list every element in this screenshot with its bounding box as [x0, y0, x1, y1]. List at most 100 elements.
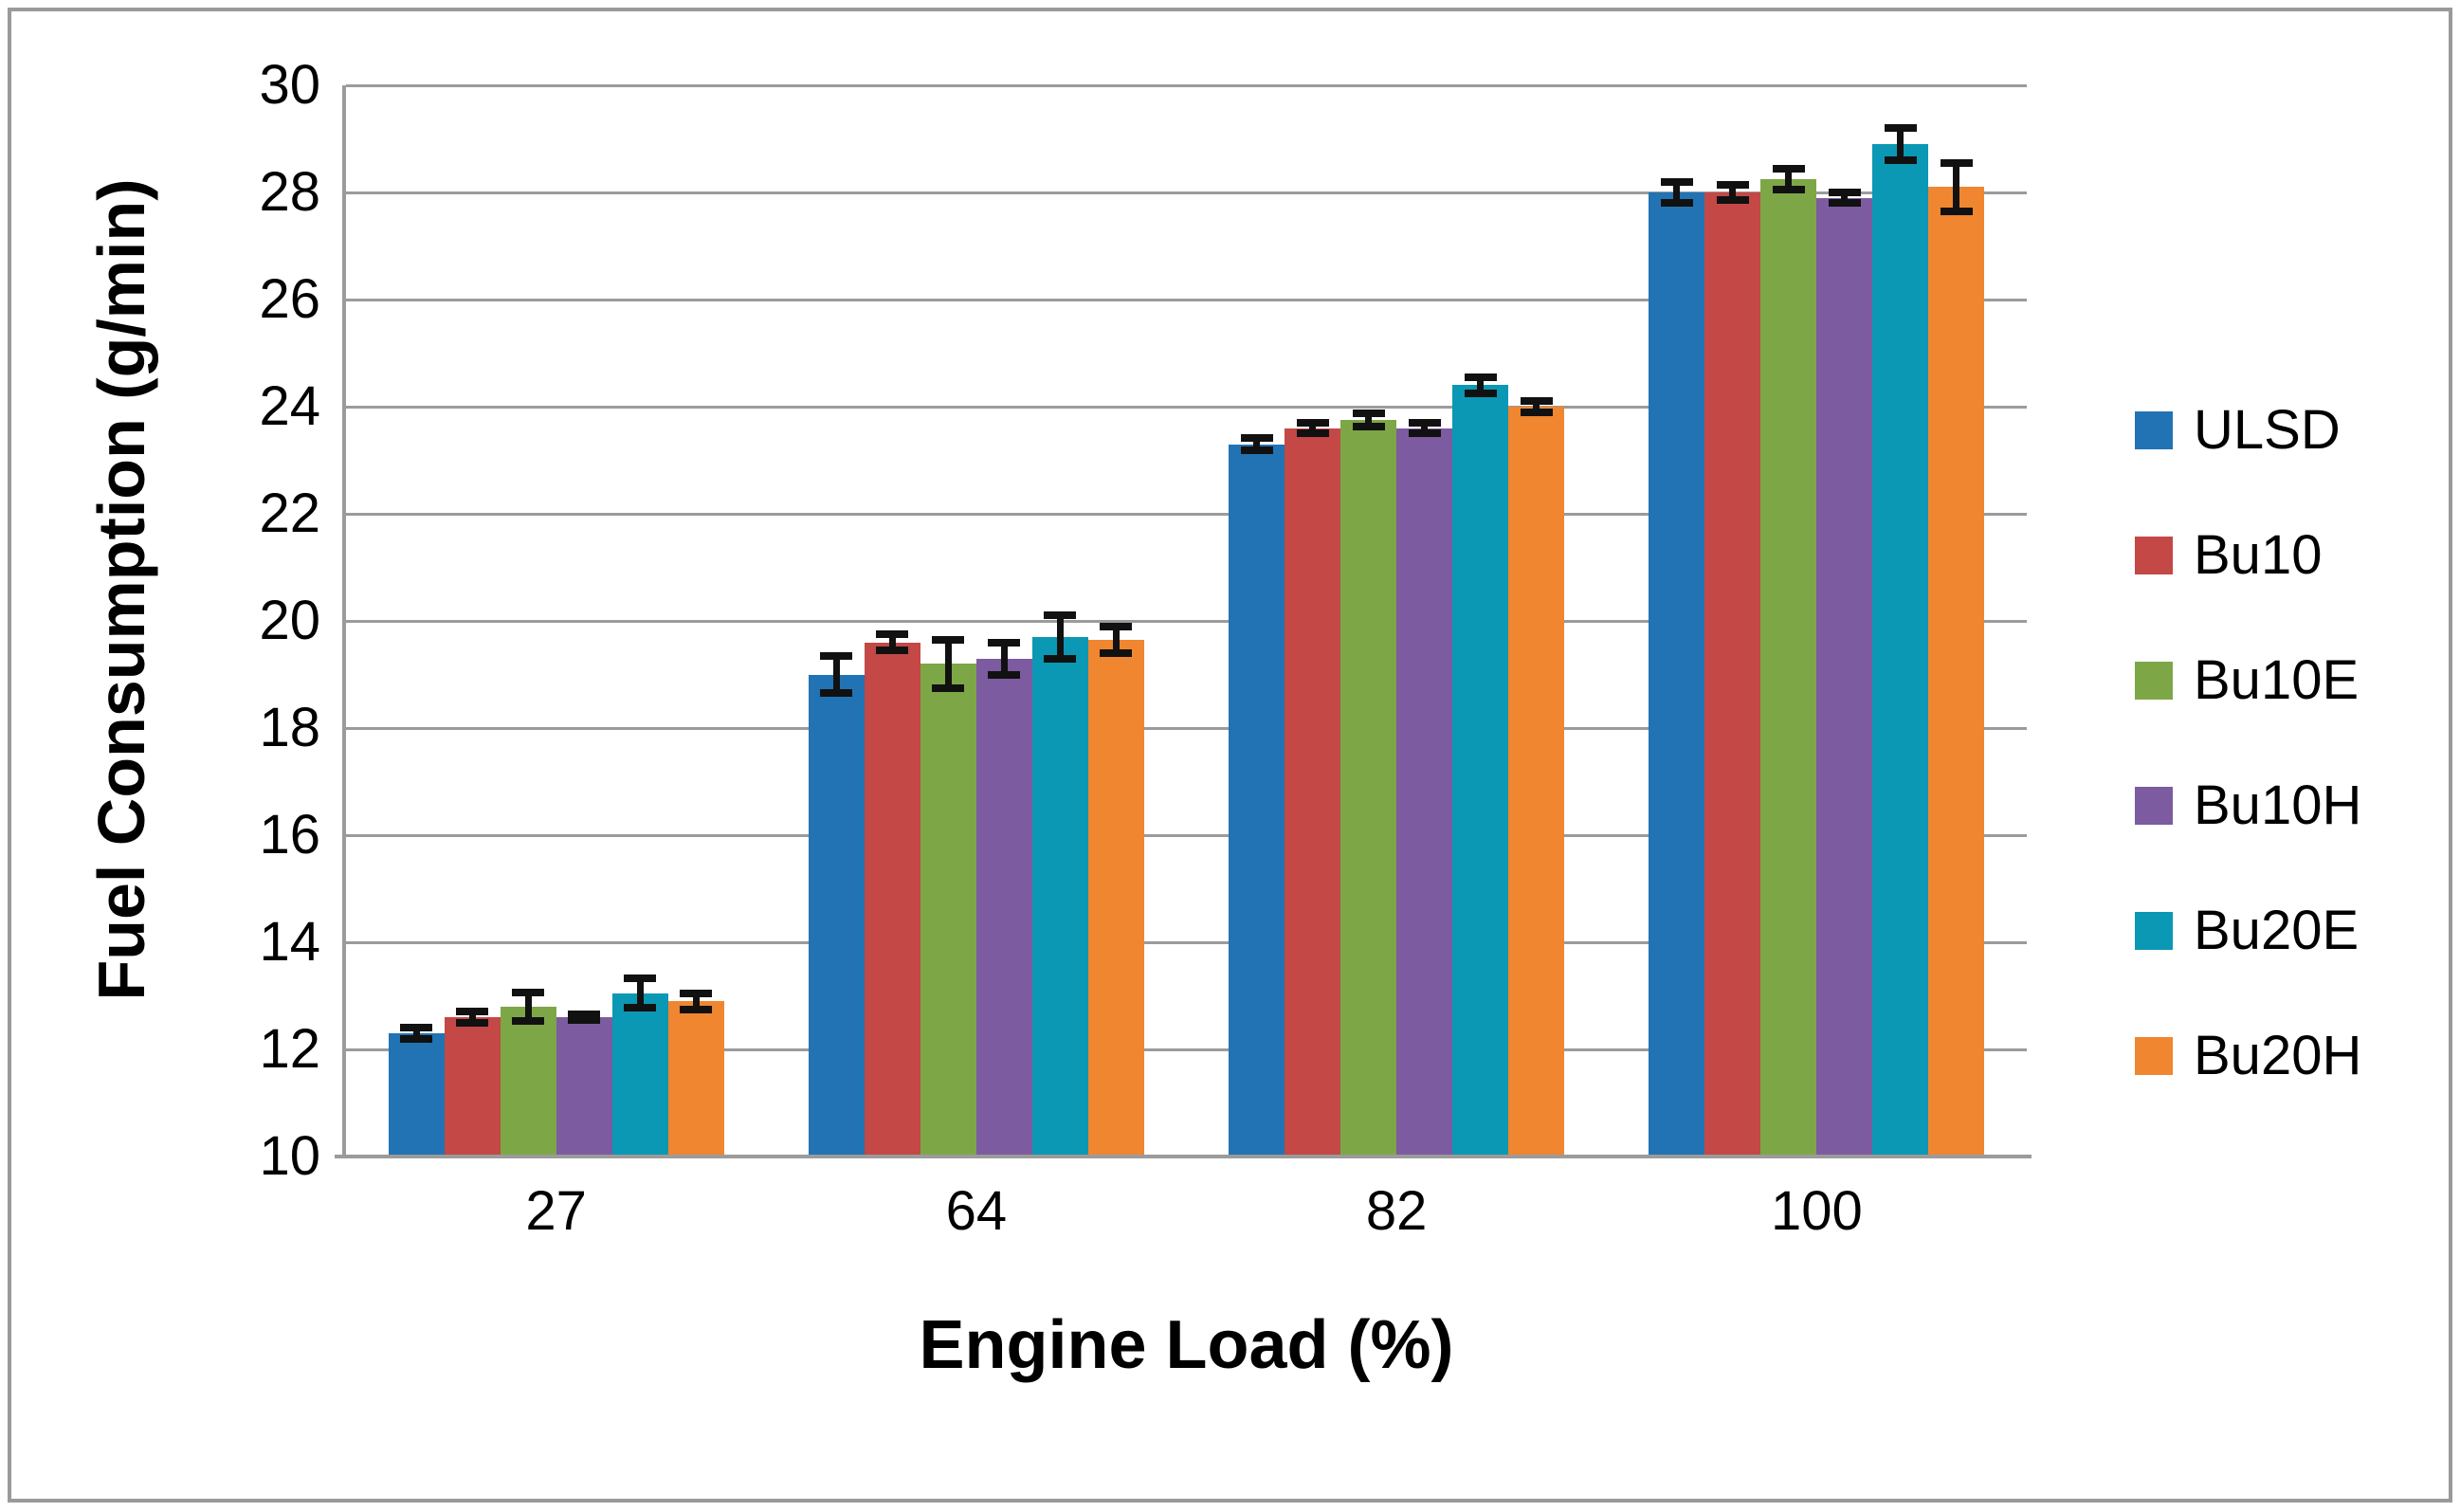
bar-Bu20E-27 — [611, 993, 668, 1157]
y-tick-label: 16 — [259, 804, 320, 865]
bar-Bu10H-64 — [975, 658, 1032, 1157]
error-bar-cap — [1772, 164, 1805, 173]
legend: ULSD Bu10 Bu10E Bu10H Bu20E Bu20H — [2135, 402, 2361, 1084]
legend-swatch — [2135, 1037, 2173, 1075]
bar-Bu20H-82 — [1508, 407, 1565, 1157]
error-bar — [1421, 422, 1429, 434]
error-bar — [888, 634, 896, 651]
legend-label: Bu10H — [2194, 774, 2362, 836]
legend-swatch — [2135, 537, 2173, 574]
y-tick-label: 22 — [259, 483, 320, 544]
error-bar-cap — [400, 1024, 433, 1032]
legend-label: Bu20E — [2194, 900, 2360, 961]
gridline — [346, 405, 2027, 409]
bar-ULSD-64 — [808, 674, 865, 1157]
error-bar — [944, 639, 952, 688]
legend-swatch — [2135, 912, 2173, 950]
error-bar — [1309, 422, 1317, 434]
bar-Bu10-27 — [444, 1017, 501, 1157]
error-bar — [1056, 615, 1064, 659]
x-tick-label: 100 — [1770, 1180, 1863, 1242]
bar-Bu10H-82 — [1396, 428, 1453, 1157]
error-bar-cap — [1940, 207, 1973, 215]
bar-Bu10E-27 — [500, 1006, 556, 1157]
legend-swatch — [2135, 662, 2173, 700]
legend-label: Bu20H — [2194, 1025, 2362, 1086]
bar-Bu20H-100 — [1928, 187, 1985, 1157]
bar-Bu20E-82 — [1452, 385, 1509, 1157]
error-bar-cap — [456, 1018, 489, 1027]
legend-item-Bu10: Bu10 — [2135, 527, 2361, 584]
error-bar-cap — [876, 647, 909, 655]
error-bar-cap — [1044, 611, 1077, 620]
y-tick-label: 10 — [259, 1125, 320, 1187]
error-bar-cap — [680, 989, 713, 997]
error-bar-cap — [568, 1010, 601, 1018]
error-bar — [1953, 162, 1960, 211]
error-bar-cap — [624, 975, 657, 983]
error-bar-cap — [1828, 199, 1861, 208]
error-bar — [1897, 128, 1904, 161]
error-bar-cap — [820, 689, 853, 698]
error-bar-cap — [820, 651, 853, 660]
error-bar-cap — [1044, 654, 1077, 663]
legend-item-Bu20E: Bu20E — [2135, 902, 2361, 959]
x-tick-label: 64 — [945, 1180, 1008, 1242]
bar-Bu20H-64 — [1087, 639, 1144, 1157]
error-bar-cap — [1352, 410, 1385, 418]
error-bar — [1729, 184, 1737, 201]
bar-Bu10E-82 — [1340, 420, 1397, 1157]
y-tick-label: 20 — [259, 590, 320, 651]
error-bar-cap — [512, 988, 545, 996]
error-bar-cap — [456, 1008, 489, 1016]
legend-swatch — [2135, 787, 2173, 825]
y-tick-label: 18 — [259, 697, 320, 758]
error-bar-cap — [1240, 433, 1273, 442]
y-tick-label: 30 — [259, 54, 320, 116]
error-bar — [1253, 437, 1261, 451]
gridline — [346, 298, 2027, 301]
error-bar-cap — [1408, 418, 1441, 427]
y-tick-label: 12 — [259, 1018, 320, 1080]
bar-Bu10-82 — [1285, 428, 1341, 1157]
error-bar-cap — [1100, 648, 1133, 657]
y-tick-label: 24 — [259, 375, 320, 437]
bar-Bu10-100 — [1704, 192, 1761, 1157]
error-bar — [1785, 168, 1793, 191]
gridline — [346, 619, 2027, 623]
gridline — [346, 191, 2027, 194]
bar-Bu20H-27 — [667, 1001, 724, 1157]
error-bar-cap — [1772, 186, 1805, 194]
bar-Bu20E-100 — [1872, 144, 1929, 1157]
error-bar-cap — [568, 1016, 601, 1025]
error-bar-cap — [1520, 408, 1553, 416]
error-bar-cap — [680, 1005, 713, 1013]
legend-item-Bu20H: Bu20H — [2135, 1028, 2361, 1084]
error-bar-cap — [1352, 422, 1385, 430]
error-bar-cap — [876, 630, 909, 639]
gridline — [346, 512, 2027, 516]
error-bar-cap — [624, 1003, 657, 1011]
legend-item-Bu10H: Bu10H — [2135, 777, 2361, 834]
legend-item-Bu10E: Bu10E — [2135, 652, 2361, 709]
legend-label: Bu10E — [2194, 649, 2360, 711]
error-bar-cap — [1660, 199, 1693, 208]
error-bar-cap — [1940, 158, 1973, 167]
error-bar-cap — [1660, 177, 1693, 186]
error-bar — [832, 655, 840, 694]
error-bar — [412, 1028, 420, 1039]
error-bar-cap — [1716, 180, 1749, 189]
error-bar-cap — [988, 638, 1021, 647]
gridline — [346, 833, 2027, 837]
error-bar — [1365, 413, 1373, 427]
error-bar-cap — [988, 670, 1021, 679]
error-bar-cap — [932, 635, 965, 644]
error-bar-cap — [1884, 156, 1917, 165]
bar-Bu10-64 — [864, 642, 920, 1157]
bar-ULSD-100 — [1649, 192, 1705, 1157]
gridline — [346, 726, 2027, 730]
bar-Bu20E-64 — [1031, 636, 1088, 1157]
error-bar — [1000, 642, 1008, 675]
gridline — [346, 83, 2027, 87]
